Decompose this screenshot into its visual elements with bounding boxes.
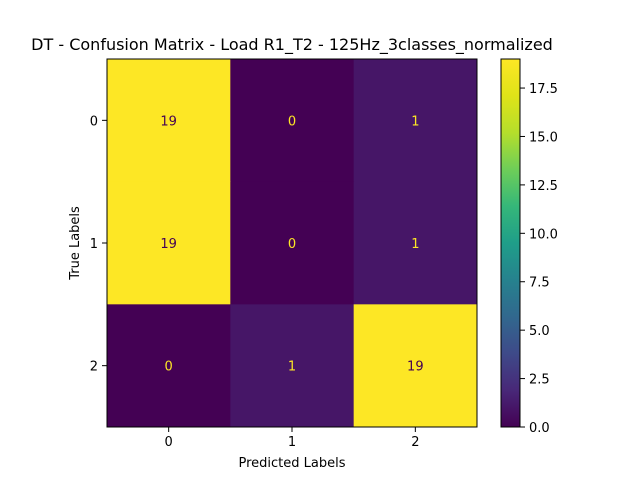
colorbar-tick-label-1: 2.5: [529, 373, 550, 388]
x-tick-label-2: 2: [411, 435, 419, 450]
x-axis-label: Predicted Labels: [238, 456, 345, 471]
cell-value-r2-c0: 0: [165, 360, 173, 375]
heatmap-cell-r1-c2: [353, 181, 478, 305]
colorbar-tick-label-2: 5.0: [529, 324, 550, 339]
y-tick-label-2: 2: [90, 360, 98, 375]
cell-value-r2-c2: 19: [407, 360, 424, 375]
heatmap-cell-r1-c0: [107, 181, 231, 305]
colorbar-tick-label-0: 0.0: [529, 421, 550, 436]
y-axis-ticks: 0 1 2: [90, 114, 107, 375]
cell-value-r0-c2: 1: [411, 114, 419, 129]
heatmap-cell-r2-c0: [107, 304, 231, 428]
heatmap-cell-r1-c1: [230, 181, 355, 305]
heatmap-cell-r2-c2: [353, 304, 478, 428]
heatmap-cells: [107, 59, 478, 428]
colorbar-tick-label-7: 17.5: [529, 82, 558, 97]
cell-labels: 19 0 1 19 0 1 0 1 19: [160, 114, 423, 374]
heatmap-cell-r2-c1: [230, 304, 355, 428]
colorbar-ticks: 0.0 2.5 5.0 7.5 10.0 12.5 15.0 17.5: [520, 82, 558, 436]
y-tick-label-1: 1: [90, 237, 98, 252]
colorbar: [500, 58, 521, 428]
cell-value-r0-c0: 19: [160, 114, 177, 129]
heatmap-cell-r0-c1: [230, 59, 355, 183]
cell-value-r0-c1: 0: [288, 114, 296, 129]
heatmap-cell-r0-c2: [353, 59, 478, 183]
colorbar-tick-label-4: 10.0: [529, 227, 558, 242]
chart-title: DT - Confusion Matrix - Load R1_T2 - 125…: [31, 35, 553, 55]
x-axis-ticks: 0 1 2: [165, 427, 419, 450]
y-tick-label-0: 0: [90, 114, 98, 129]
cell-value-r2-c1: 1: [288, 360, 296, 375]
cell-value-r1-c1: 0: [288, 237, 296, 252]
x-tick-label-1: 1: [288, 435, 296, 450]
colorbar-tick-label-6: 15.0: [529, 130, 558, 145]
x-tick-label-0: 0: [165, 435, 173, 450]
colorbar-tick-label-3: 7.5: [529, 276, 550, 291]
colorbar-tick-label-5: 12.5: [529, 179, 558, 194]
cell-value-r1-c2: 1: [411, 237, 419, 252]
heatmap-cell-r0-c0: [107, 59, 231, 183]
cell-value-r1-c0: 19: [160, 237, 177, 252]
y-axis-label: True Labels: [68, 206, 83, 281]
